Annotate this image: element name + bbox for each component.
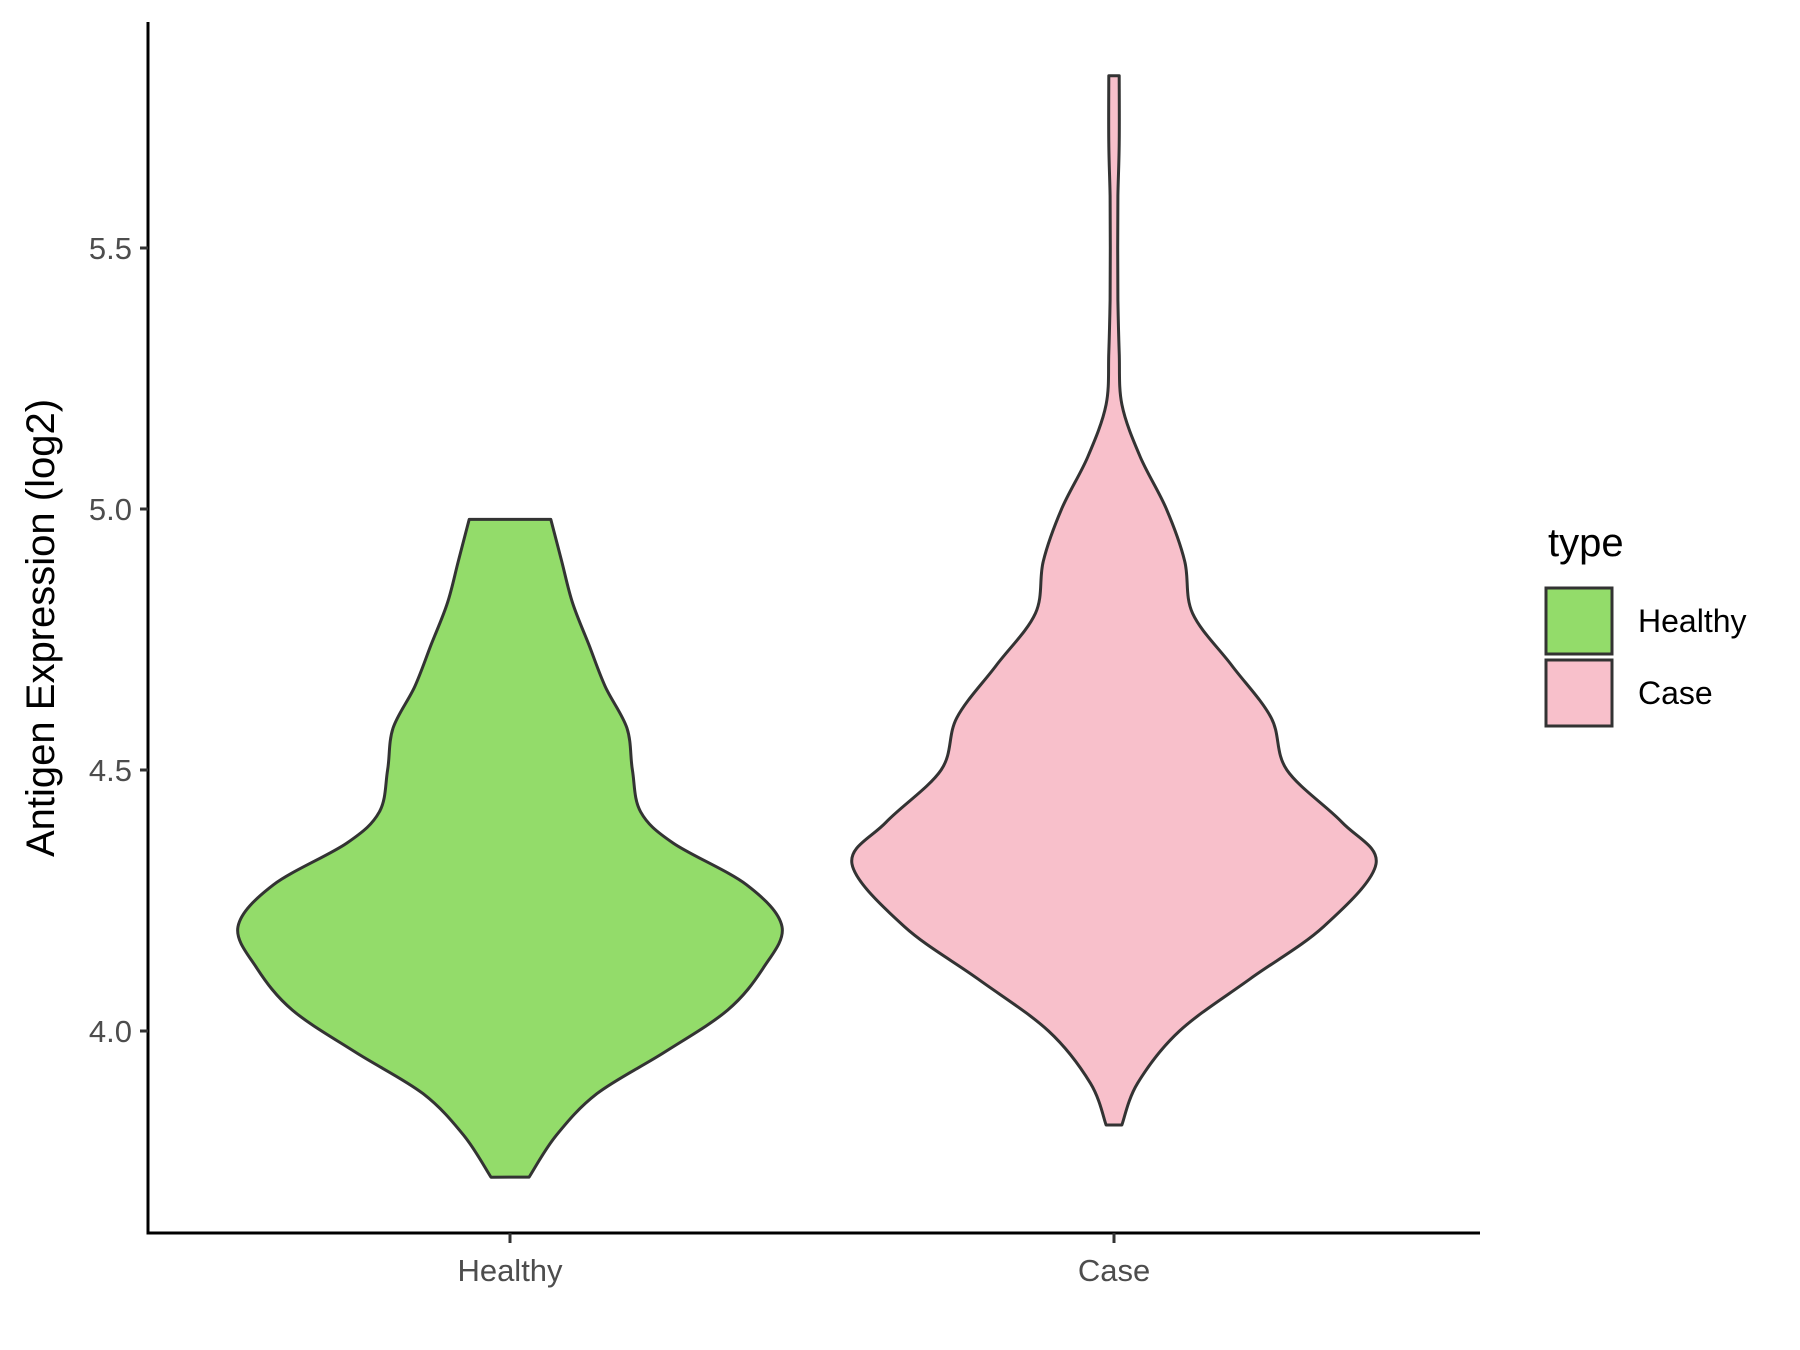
y-tick-label: 4.5: [89, 753, 132, 788]
y-tick-label: 5.0: [89, 492, 132, 527]
legend-label-healthy: Healthy: [1638, 603, 1747, 639]
legend-swatch-case: [1544, 658, 1614, 728]
y-tick-label: 5.5: [89, 231, 132, 266]
violin-case: [850, 74, 1378, 1127]
x-tick-label: Healthy: [457, 1253, 563, 1288]
violins-layer: [236, 74, 1378, 1179]
legend-title: type: [1548, 521, 1624, 565]
y-tick-label: 4.0: [89, 1014, 132, 1049]
legend-entries: Healthy Case: [1544, 586, 1747, 728]
violin-healthy: [236, 517, 784, 1179]
legend: type Healthy Case: [1544, 521, 1747, 728]
legend-swatch-healthy: [1544, 586, 1614, 656]
y-axis-ticks: 4.0 4.5 5.0 5.5: [89, 231, 148, 1049]
x-tick-label: Case: [1078, 1253, 1150, 1288]
legend-label-case: Case: [1638, 675, 1713, 711]
x-axis-ticks: Healthy Case: [457, 1233, 1150, 1288]
y-axis-title: Antigen Expression (log2): [19, 399, 63, 857]
